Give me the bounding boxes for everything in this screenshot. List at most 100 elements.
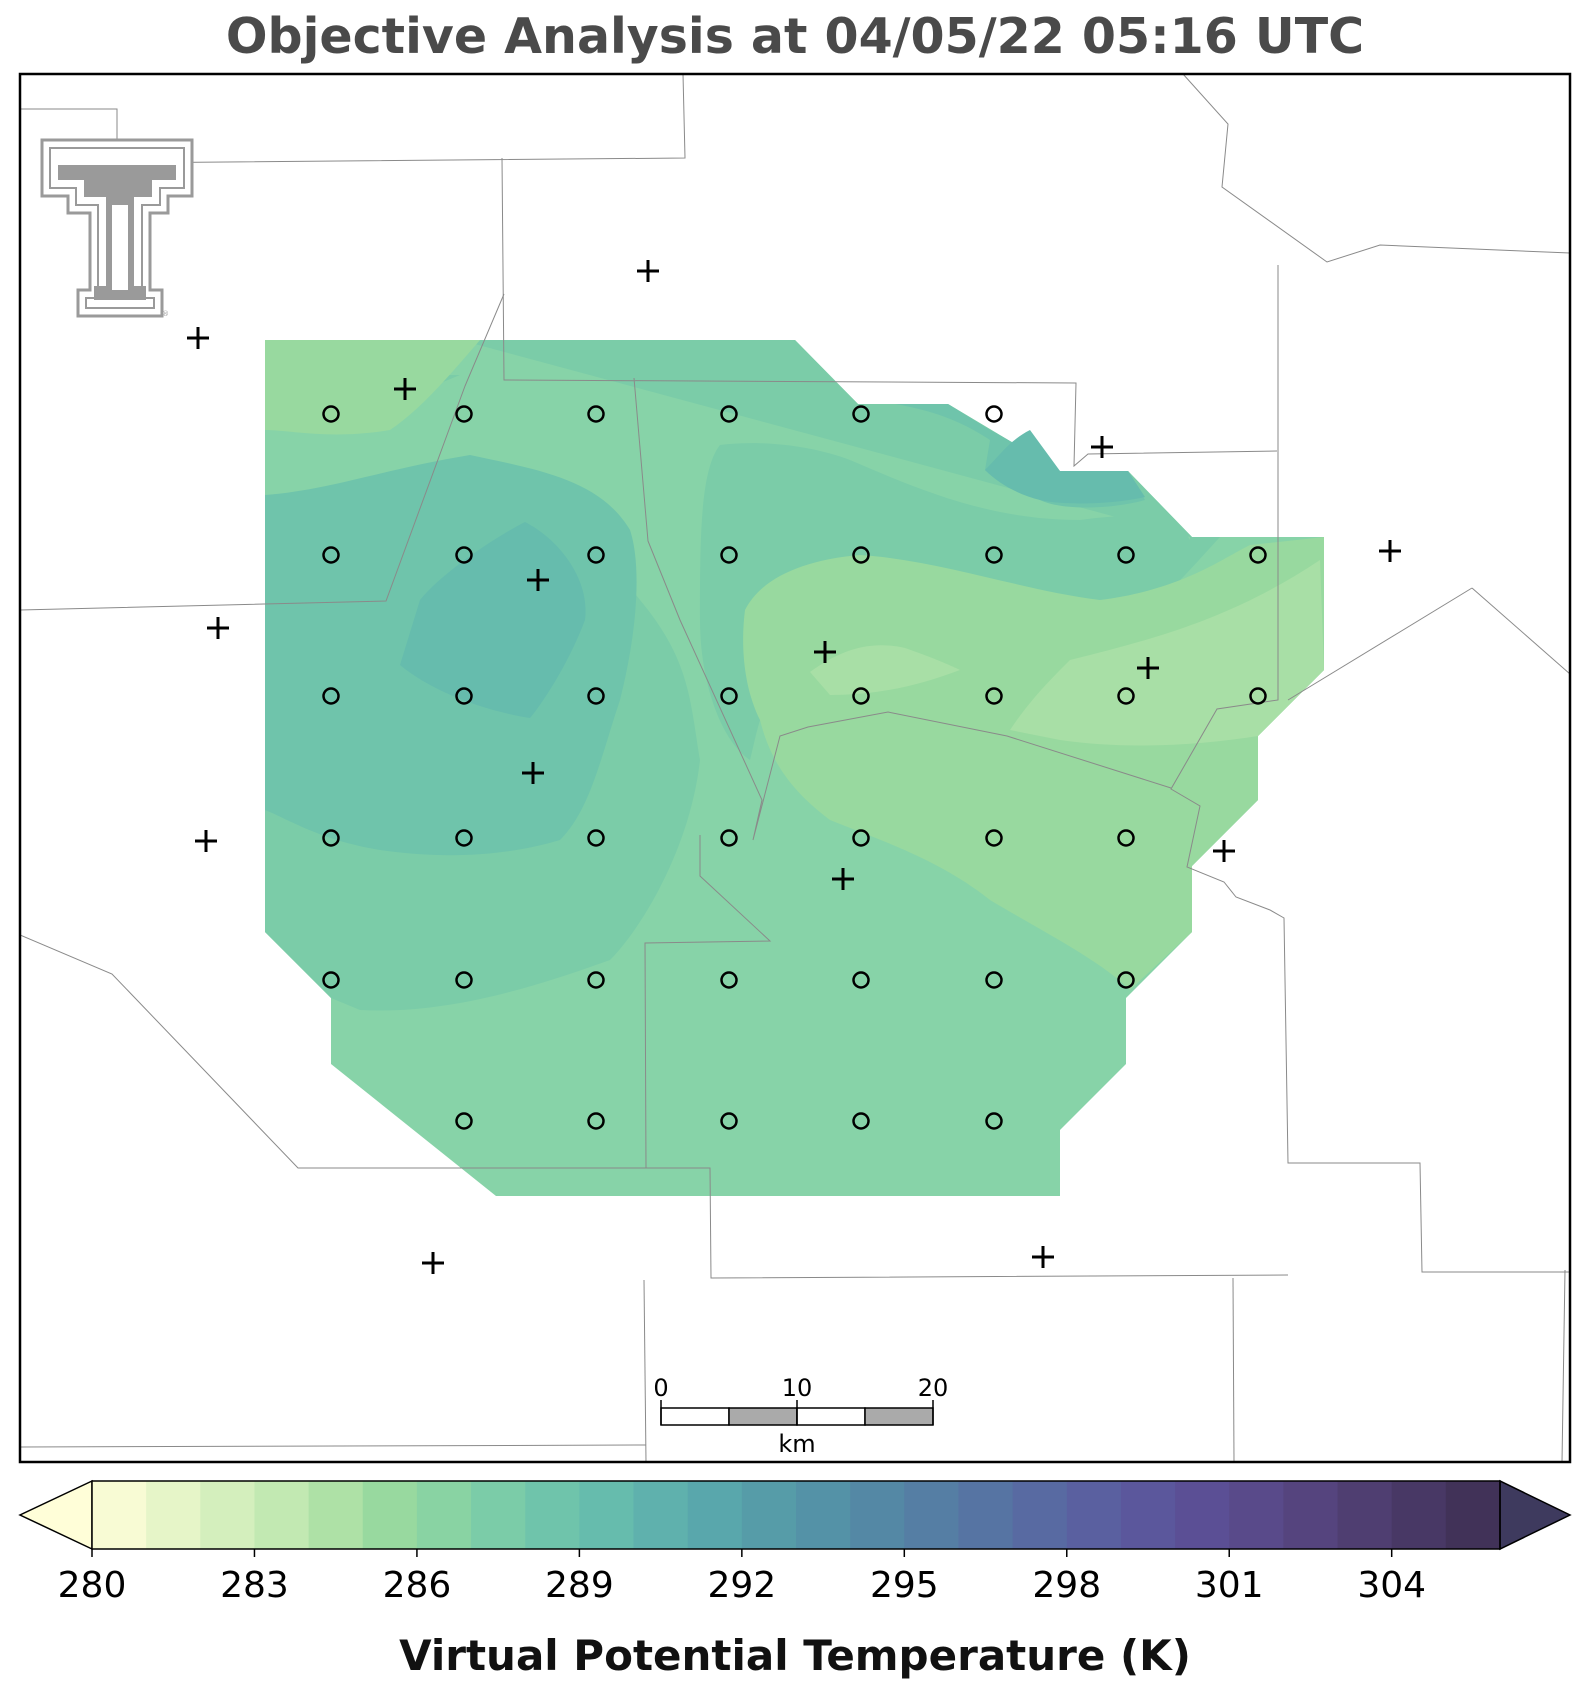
- colorbar-tick-label: 280: [58, 1565, 127, 1606]
- map-frame: [18, 72, 1572, 1464]
- grid-point-marker: [587, 971, 605, 989]
- colorbar-level-swatch: [1229, 1481, 1284, 1549]
- observation-site-marker: [187, 327, 209, 349]
- colorbar-under-triangle: [18, 1479, 93, 1551]
- grid-point-marker: [852, 546, 870, 564]
- grid-point-marker: [1249, 546, 1267, 564]
- observation-site-marker: [527, 569, 549, 591]
- grid-point-marker: [322, 971, 340, 989]
- grid-point-marker: [852, 687, 870, 705]
- observation-site-marker: [832, 868, 854, 890]
- grid-point-marker: [985, 687, 1003, 705]
- observation-site-marker: [1137, 657, 1159, 679]
- observation-site-marker: [522, 762, 544, 784]
- observation-site-marker: [394, 378, 416, 400]
- colorbar-level-swatch: [1283, 1481, 1339, 1549]
- grid-point-marker: [322, 687, 340, 705]
- colorbar-tick-label: 301: [1195, 1565, 1264, 1606]
- grid-point-marker: [322, 405, 340, 423]
- grid-point-marker: [985, 405, 1003, 423]
- grid-point-marker: [587, 546, 605, 564]
- grid-point-marker: [455, 687, 473, 705]
- contour-fill-285: [1010, 560, 1324, 746]
- grid-point-marker: [455, 971, 473, 989]
- grid-point-marker: [720, 546, 738, 564]
- grid-point-marker: [720, 405, 738, 423]
- chart-title: Objective Analysis at 04/05/22 05:16 UTC: [225, 8, 1365, 65]
- grid-point-marker: [985, 971, 1003, 989]
- colorbar-level-swatch: [687, 1481, 743, 1549]
- contour-fill-290-ne: [985, 430, 1145, 504]
- colorbar-level-swatch: [146, 1481, 201, 1549]
- grid-point-marker: [1117, 971, 1135, 989]
- colorbar-tick-label: 289: [545, 1565, 614, 1606]
- colorbar-ticks: 280 283 286 289 292 295 298 301 304: [58, 1549, 1426, 1606]
- colorbar-tick-label: 295: [870, 1565, 939, 1606]
- analysis-field: [265, 340, 1324, 1196]
- grid-point-marker: [322, 829, 340, 847]
- grid-point-marker: [720, 829, 738, 847]
- observation-site-marker: [1379, 540, 1401, 562]
- colorbar-label: Virtual Potential Temperature (K): [399, 1631, 1191, 1680]
- colorbar-tick-label: 283: [220, 1565, 289, 1606]
- observation-site-marker: [1032, 1246, 1054, 1268]
- colorbar-level-swatch: [633, 1481, 689, 1549]
- grid-point-marker: [720, 1112, 738, 1130]
- observation-site-marker: [814, 641, 836, 663]
- colorbar: [18, 1479, 1572, 1551]
- observation-site-marker: [195, 830, 217, 852]
- colorbar-level-swatch: [741, 1481, 797, 1549]
- scale-bar: 0 10 20 km: [653, 1374, 948, 1458]
- colorbar-level-swatch: [1337, 1481, 1393, 1549]
- scale-tick-0: 0: [653, 1374, 668, 1402]
- colorbar-tick-label: 304: [1357, 1565, 1426, 1606]
- colorbar-over-triangle: [1499, 1479, 1572, 1551]
- contour-fill-286-nw: [265, 340, 480, 435]
- grid-point-marker: [455, 405, 473, 423]
- grid-point-marker: [852, 829, 870, 847]
- colorbar-level-swatch: [308, 1481, 364, 1549]
- colorbar-level-swatch: [1120, 1481, 1176, 1549]
- colorbar-tick-label: 286: [383, 1565, 452, 1606]
- grid-point-marker: [852, 405, 870, 423]
- observation-site-marker: [1213, 840, 1235, 862]
- colorbar-level-swatch: [254, 1481, 310, 1549]
- grid-point-marker: [587, 829, 605, 847]
- grid-point-marker: [1117, 829, 1135, 847]
- grid-point-marker: [985, 829, 1003, 847]
- scale-tick-20: 20: [918, 1374, 949, 1402]
- colorbar-level-swatch: [1012, 1481, 1068, 1549]
- grid-point-marker: [455, 829, 473, 847]
- grid-point-marker: [587, 687, 605, 705]
- grid-points: [322, 405, 1267, 1130]
- colorbar-level-swatch: [1066, 1481, 1122, 1549]
- svg-text:®: ®: [162, 310, 169, 318]
- colorbar-level-swatch: [1175, 1481, 1230, 1549]
- observation-sites: [187, 260, 1401, 1274]
- scale-tick-10: 10: [782, 1374, 813, 1402]
- colorbar-frame: [91, 1480, 1501, 1550]
- observation-site-marker: [1091, 436, 1113, 458]
- observation-site-marker: [207, 617, 229, 639]
- colorbar-level-swatch: [92, 1481, 147, 1549]
- grid-point-marker: [1249, 687, 1267, 705]
- colorbar-tick-label: 298: [1032, 1565, 1101, 1606]
- observation-site-marker: [637, 260, 659, 282]
- scale-unit: km: [778, 1430, 815, 1458]
- colorbar-level-swatch: [471, 1481, 526, 1549]
- colorbar-level-swatch: [525, 1481, 580, 1549]
- grid-point-marker: [322, 546, 340, 564]
- observation-site-marker: [422, 1252, 444, 1274]
- grid-point-marker: [852, 971, 870, 989]
- grid-point-marker: [720, 971, 738, 989]
- colorbar-level-swatch: [796, 1481, 851, 1549]
- colorbar-level-swatch: [362, 1481, 418, 1549]
- grid-point-marker: [587, 1112, 605, 1130]
- grid-point-marker: [455, 546, 473, 564]
- grid-point-marker: [720, 687, 738, 705]
- colorbar-level-swatch: [579, 1481, 635, 1549]
- colorbar-level-swatch: [1445, 1481, 1501, 1549]
- contour-fill-285-b: [810, 645, 960, 695]
- grid-point-marker: [985, 1112, 1003, 1130]
- colorbar-tick-label: 292: [707, 1565, 776, 1606]
